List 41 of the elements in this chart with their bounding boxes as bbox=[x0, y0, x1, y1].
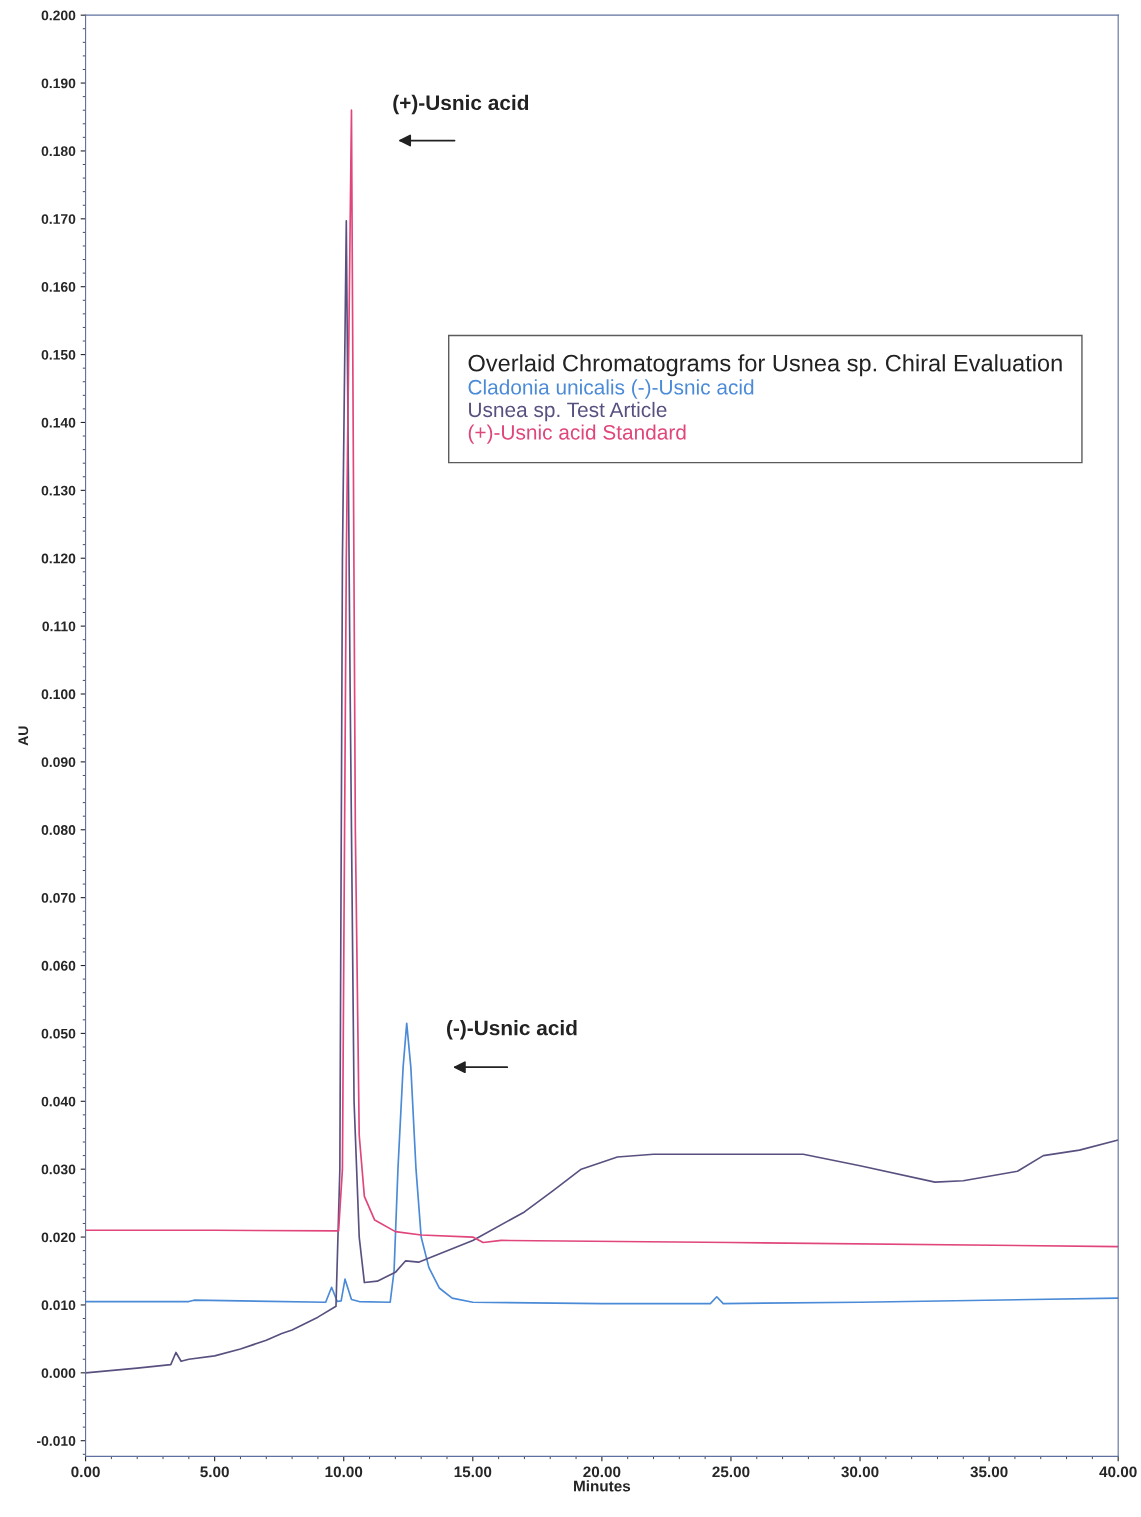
y-tick-label: 0.100 bbox=[41, 689, 76, 700]
line-series bbox=[85, 220, 1119, 1374]
text: Usnea sp. Test Article bbox=[469, 401, 667, 422]
y-tick-label: 0.150 bbox=[41, 349, 76, 360]
y-tick-label: 0.070 bbox=[41, 892, 76, 903]
y-tick-label: 0.170 bbox=[41, 214, 76, 224]
y-tick-label: 0.180 bbox=[41, 146, 76, 157]
y-tick-label: 0.050 bbox=[41, 1028, 76, 1039]
annotation: (+)-Usnic acid bbox=[393, 94, 529, 115]
y-tick-label: 0.080 bbox=[41, 825, 76, 835]
x-tick-label: 25.00 bbox=[712, 1466, 750, 1478]
y-tick-label: 0.190 bbox=[41, 78, 76, 89]
text: (+)-Usnic acid Standard bbox=[468, 424, 686, 444]
x-tick-label: 35.00 bbox=[970, 1466, 1008, 1478]
y-tick-label: 0.000 bbox=[41, 1368, 76, 1378]
x-axis-title: Minutes bbox=[574, 1480, 631, 1492]
y-tick-label: 0.030 bbox=[41, 1164, 76, 1175]
y-tick-label: 0.120 bbox=[41, 553, 76, 564]
x-tick-label: 0.00 bbox=[71, 1466, 100, 1478]
annotation: (-)-Usnic acid bbox=[446, 1020, 577, 1040]
y-tick-label: 0.160 bbox=[41, 282, 76, 292]
x-tick-label: 20.00 bbox=[583, 1466, 621, 1478]
x-tick-label: 15.00 bbox=[454, 1466, 492, 1478]
y-tick-label: 0.020 bbox=[41, 1232, 76, 1243]
y-tick-label: 0.110 bbox=[42, 621, 76, 632]
y-tick-label: 0.130 bbox=[41, 485, 76, 496]
y-tick-label: 0.060 bbox=[41, 960, 76, 971]
y-tick-label: 0.090 bbox=[41, 757, 76, 768]
x-tick-label: 5.00 bbox=[200, 1466, 229, 1478]
y-axis-title: AU bbox=[18, 726, 29, 746]
line-series bbox=[85, 1022, 1119, 1305]
x-tick-label: 10.00 bbox=[325, 1466, 363, 1478]
y-tick-label: 0.200 bbox=[41, 10, 76, 21]
x-tick-label: 30.00 bbox=[841, 1466, 879, 1478]
y-tick-label: 0.140 bbox=[41, 417, 76, 428]
legend-title: Overlaid Chromatograms for Usnea sp. Chiral Evaluation bbox=[468, 354, 1062, 377]
x-tick-label: 40.00 bbox=[1099, 1466, 1137, 1478]
y-tick-label: -0.010 bbox=[37, 1436, 76, 1446]
text: Cladonia unicalis (-)-Usnic acid bbox=[468, 379, 754, 399]
y-tick-label: 0.010 bbox=[41, 1300, 76, 1311]
y-tick-label: 0.040 bbox=[41, 1096, 76, 1107]
